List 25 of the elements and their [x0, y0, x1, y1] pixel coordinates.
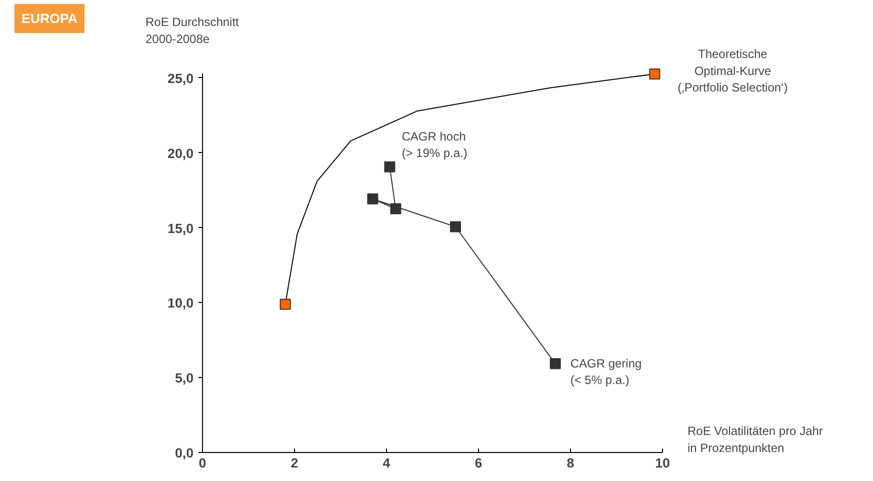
- x-axis-title: RoE Volatilitäten pro Jahr in Prozentpunkten: [688, 424, 823, 455]
- y-tick-label: 25,0: [168, 70, 194, 86]
- y-tick-label: 20,0: [168, 146, 194, 161]
- y-tick-label: 15,0: [168, 220, 194, 236]
- point: [367, 193, 378, 204]
- annotation: CAGR gering (< 5% p.a.): [570, 356, 642, 388]
- x-tick-label: 2: [290, 456, 298, 470]
- annotation: CAGR hoch (> 19% p.a.): [402, 129, 468, 160]
- y-tick-label: 0,0: [174, 446, 194, 460]
- point: [390, 203, 402, 214]
- y-tick-label: 5,0: [174, 370, 194, 386]
- point: [550, 358, 561, 370]
- text: EUROPA: [22, 11, 78, 26]
- point: [384, 161, 396, 172]
- point: [649, 68, 660, 80]
- x-tick-label: 10: [655, 456, 670, 470]
- annotation: Theoretische Optimal-Kurve (‚Portfolio Selection‘): [678, 47, 788, 95]
- point: [450, 221, 461, 232]
- x-tick-label: 4: [382, 456, 391, 470]
- y-tick-label: 10,0: [168, 296, 194, 311]
- x-tick-label: 6: [474, 456, 482, 470]
- y-axis-title: RoE Durchschnitt 2000-2008e: [146, 15, 240, 46]
- x-tick-label: 0: [198, 456, 206, 470]
- x-tick-label: 8: [566, 456, 574, 470]
- point: [280, 298, 291, 310]
